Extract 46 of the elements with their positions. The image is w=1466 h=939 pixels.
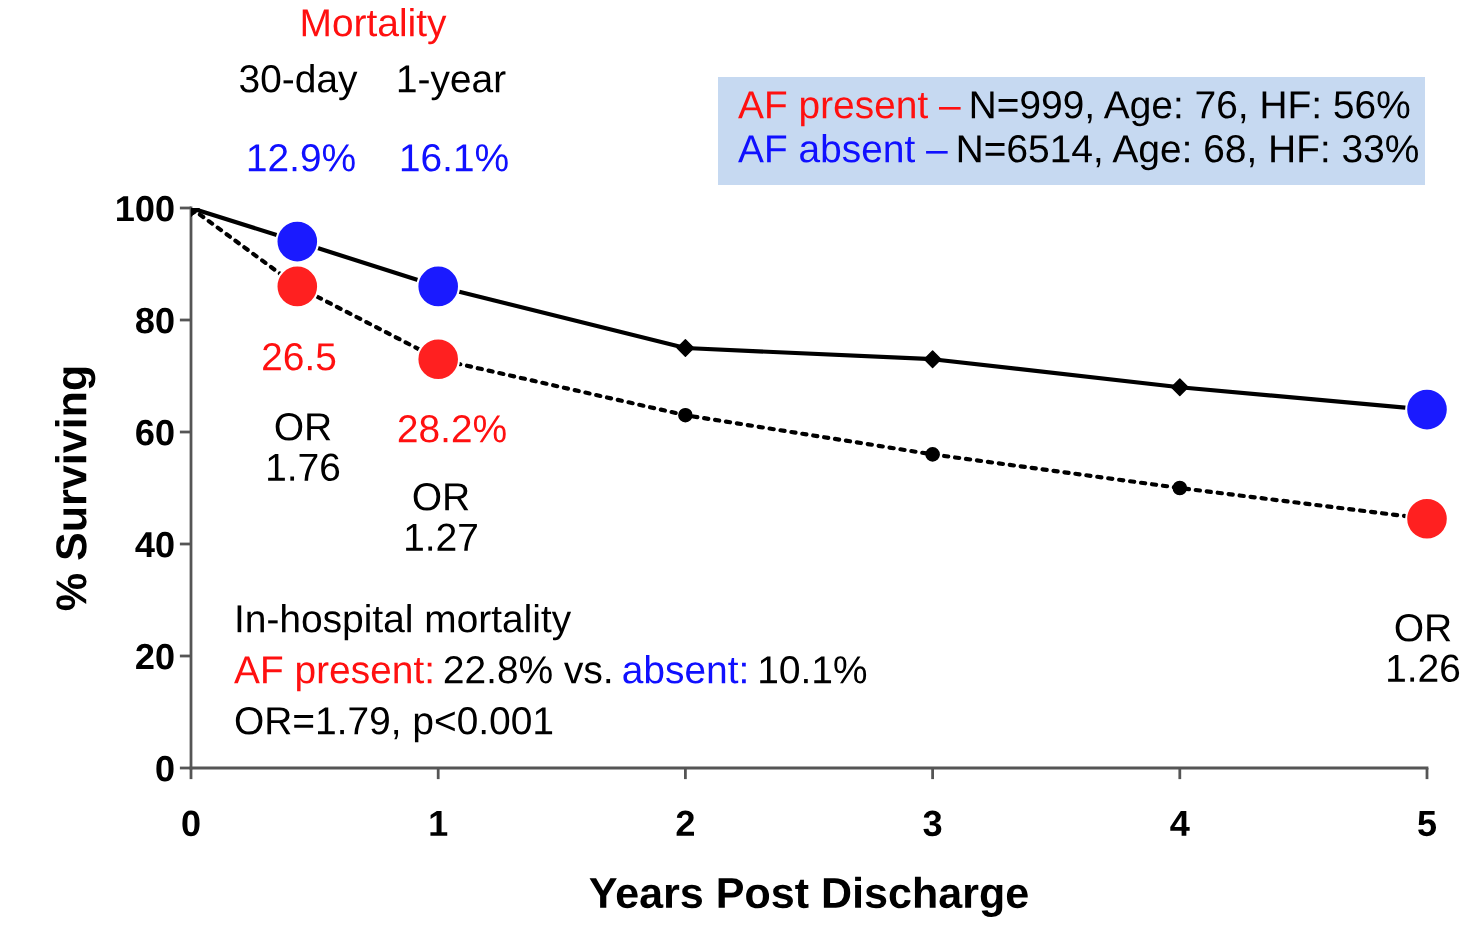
annotation: 22.8% vs.	[444, 656, 611, 684]
x-tick-label: 2	[676, 810, 694, 836]
y-tick-label: 80	[136, 307, 174, 334]
text: 12.9%	[248, 144, 355, 172]
text: N=6514, Age: 68, HF: 33%	[958, 135, 1418, 171]
annotation: OR 1.26	[1388, 614, 1460, 683]
y-tick-label: 60	[136, 419, 174, 446]
text: 30-day	[240, 64, 358, 101]
annotation: OR 1.76	[268, 413, 340, 482]
point	[275, 264, 320, 309]
annotation: AF present:	[234, 656, 432, 692]
point	[1170, 378, 1189, 397]
x-tick-label: 5	[1418, 810, 1437, 837]
x-tick-label: 1	[430, 810, 448, 836]
point	[416, 264, 461, 309]
text: 16.1%	[401, 144, 508, 172]
text: AF absent –	[738, 134, 948, 163]
point	[416, 337, 461, 382]
point	[275, 219, 320, 264]
annotation: OR 1.27	[406, 483, 477, 551]
point	[676, 339, 695, 357]
y-tick-label: 20	[136, 643, 174, 670]
text: 1-year	[398, 65, 506, 101]
y-tick-label: 100	[117, 195, 174, 222]
annotation: OR=1.79, p<0.001	[235, 707, 553, 743]
point	[925, 447, 940, 462]
point	[1172, 480, 1188, 496]
point	[923, 350, 942, 369]
y-tick-label: 0	[156, 755, 174, 782]
x-tick-label: 4	[1170, 810, 1190, 836]
annotation: 28.2%	[398, 415, 506, 443]
text: N=999, Age: 76, HF: 56%	[971, 91, 1410, 127]
point	[1405, 496, 1449, 541]
x-axis-title: Years Post Discharge	[589, 876, 1028, 917]
annotation: absent:	[623, 655, 746, 684]
text: AF present –	[738, 91, 961, 127]
text: Mortality	[302, 8, 447, 45]
point	[678, 407, 693, 423]
y-tick-label: 40	[135, 531, 174, 558]
x-tick-label: 3	[923, 810, 942, 837]
annotation: In-hospital mortality	[237, 604, 572, 641]
annotation: 26.5	[263, 343, 336, 371]
annotation: 10.1%	[760, 656, 867, 684]
point	[1405, 387, 1449, 432]
y-axis-title: % Surviving	[55, 367, 96, 611]
x-tick-label: 0	[182, 810, 200, 837]
